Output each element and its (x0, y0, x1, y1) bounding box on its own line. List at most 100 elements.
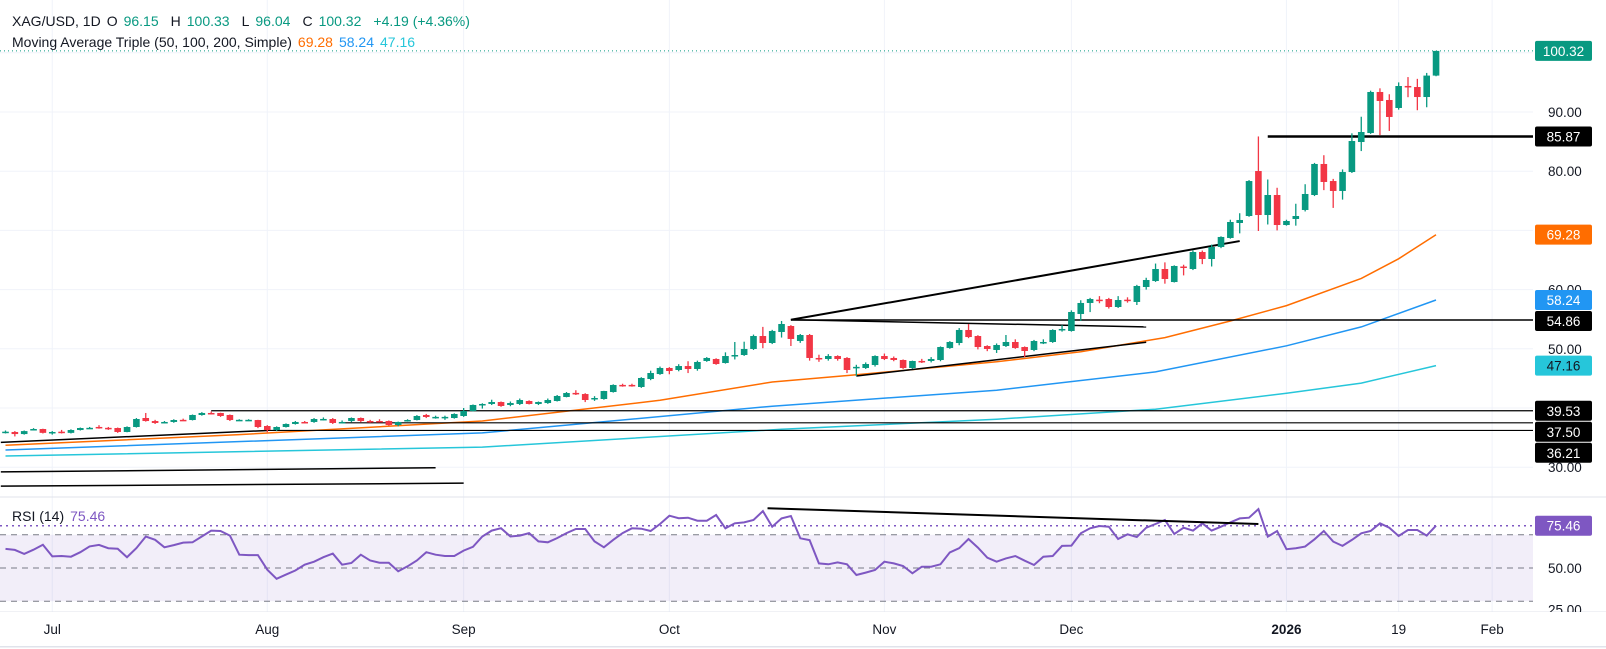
candle (890, 356, 898, 362)
candle-body (899, 359, 907, 368)
candle (628, 383, 636, 387)
candle-body (581, 394, 589, 401)
price-badge-bg (1535, 126, 1592, 147)
candle-body (179, 419, 187, 422)
candle-body (20, 431, 28, 435)
candle-body (95, 426, 103, 429)
rsi-badge-bg (1535, 515, 1592, 536)
candle-body (759, 336, 767, 343)
candle (264, 425, 271, 433)
rsi-line (5, 507, 1437, 580)
candle (1058, 325, 1066, 332)
candle-body (58, 431, 65, 434)
rsi-tick-label: 50.00 (1548, 561, 1582, 576)
price-badge: 100.32 (1535, 40, 1592, 61)
candle-body (535, 402, 542, 404)
candle-body (451, 413, 458, 419)
price-badge-bg (1535, 311, 1592, 332)
candle-body (385, 421, 393, 425)
candle (338, 420, 346, 424)
candle (1161, 262, 1169, 284)
price-tick-label: 90.00 (1548, 105, 1582, 120)
candle-body (740, 348, 748, 356)
candle (881, 353, 888, 361)
candle (357, 417, 365, 423)
candle (759, 326, 767, 349)
candle-body (656, 367, 664, 375)
price-badge-bg (1535, 355, 1592, 376)
ma-indicator-title[interactable]: Moving Average Triple (50, 100, 200, Sim… (12, 34, 292, 50)
candle (1367, 90, 1374, 134)
candle-body (862, 364, 869, 368)
candle (684, 361, 692, 374)
candle-body (1142, 280, 1150, 287)
candle-body (694, 362, 701, 369)
candle-body (441, 416, 449, 419)
candle (516, 398, 524, 406)
candle (133, 418, 140, 428)
candle (235, 419, 243, 422)
candle (254, 419, 262, 429)
rsi-value: 75.46 (70, 508, 106, 524)
candle-body (946, 341, 954, 348)
candle (647, 370, 654, 381)
candle (1170, 265, 1178, 283)
candle-body (983, 346, 991, 349)
candle (1114, 296, 1122, 308)
price-axis: 90.0080.0060.0050.0030.00100.3285.8769.2… (1535, 40, 1592, 475)
time-label: 2026 (1271, 622, 1302, 637)
candle-body (1199, 252, 1206, 259)
candle (609, 384, 617, 393)
candle (1096, 296, 1103, 304)
rsi-title[interactable]: RSI (14) (12, 508, 65, 524)
candle (282, 423, 290, 428)
candle-body (619, 384, 626, 387)
candle-body (1217, 236, 1225, 247)
symbol-label[interactable]: XAG/USD, 1D (12, 13, 101, 29)
candle (170, 419, 178, 423)
candle-body (1170, 265, 1178, 283)
candle-body (974, 336, 982, 348)
candle (77, 427, 84, 431)
candle-body (525, 401, 533, 404)
candle (1208, 244, 1215, 267)
price-badge-label: 85.87 (1547, 129, 1581, 144)
candle (198, 412, 206, 416)
candle-body (189, 414, 196, 421)
candle (1255, 136, 1262, 231)
trend-line (790, 319, 1147, 328)
candle-body (609, 384, 617, 393)
candle (123, 426, 131, 433)
candle (1273, 187, 1281, 231)
rsi-badge: 75.46 (1535, 515, 1592, 536)
price-badge-bg (1535, 442, 1592, 463)
candle-body (1180, 266, 1187, 269)
candle (1180, 264, 1187, 276)
candle-body (1068, 311, 1075, 331)
candle (843, 357, 851, 374)
candle (675, 364, 682, 372)
candle (544, 398, 552, 404)
candle (1264, 179, 1272, 225)
candle-body (712, 358, 720, 365)
trend-line (790, 240, 1240, 321)
candle-body (1040, 341, 1047, 344)
candle (740, 341, 748, 356)
candle-body (235, 419, 243, 422)
candle (67, 429, 75, 434)
candle-body (937, 347, 944, 360)
price-badge-bg (1535, 224, 1592, 245)
candle-body (684, 366, 692, 369)
candle-body (1133, 285, 1141, 302)
time-label: Feb (1481, 622, 1504, 637)
candle (292, 421, 299, 425)
candle-body (1432, 50, 1440, 76)
candle-body (320, 418, 327, 421)
candle-body (1339, 172, 1346, 191)
high-value: H 100.33 (170, 13, 230, 29)
price-badge: 39.53 (1535, 400, 1592, 421)
candle (1348, 133, 1356, 173)
candle (329, 418, 337, 424)
